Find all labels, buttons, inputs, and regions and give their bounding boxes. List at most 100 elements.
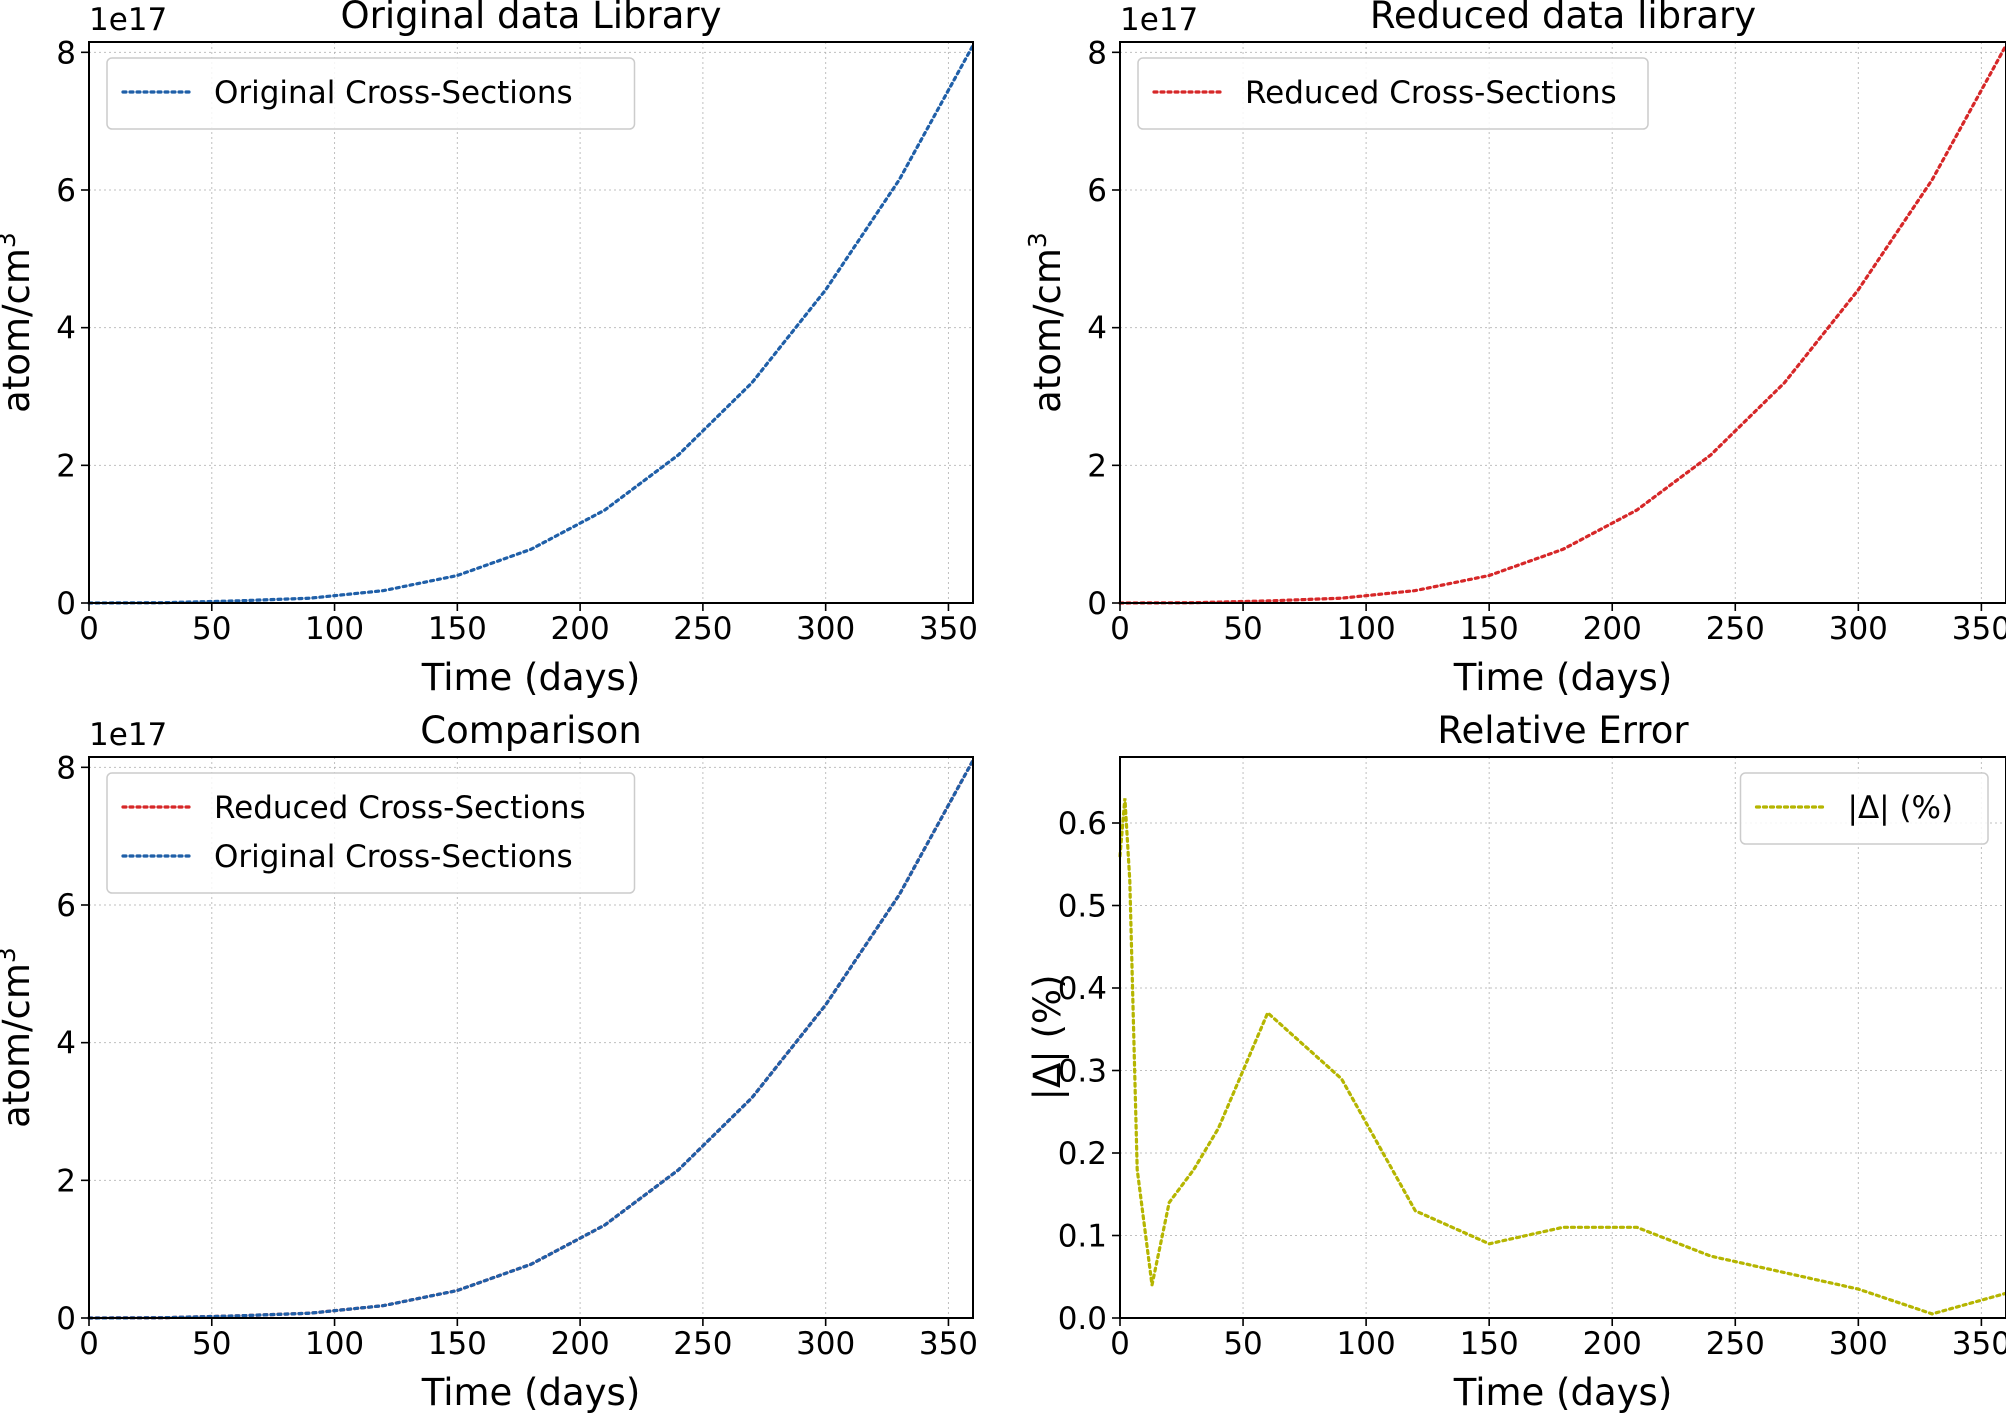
y-axis-label-text: atom/cm xyxy=(1026,248,1069,413)
y-axis-label-text: |Δ| (%) xyxy=(1026,974,1069,1100)
x-tick-label: 150 xyxy=(428,1326,487,1362)
y-tick-label: 0.2 xyxy=(1058,1136,1107,1172)
x-tick-label: 50 xyxy=(1223,611,1262,647)
legend-frame xyxy=(1137,57,1649,130)
y-tick-label: 0.0 xyxy=(1058,1301,1107,1337)
y-axis-label: atom/cm3 xyxy=(0,232,38,413)
y-tick-label: 0.6 xyxy=(1058,806,1107,842)
x-axis-label: Time (days) xyxy=(1453,1371,1673,1414)
y-tick-label: 0.3 xyxy=(1058,1054,1107,1090)
y-tick-label: 6 xyxy=(1087,173,1107,209)
x-tick-label: 50 xyxy=(192,611,231,647)
x-tick-label: 100 xyxy=(305,611,364,647)
x-tick-label: 200 xyxy=(1583,611,1642,647)
legend: Original Cross-Sections xyxy=(106,57,636,130)
x-tick-label: 300 xyxy=(796,1326,855,1362)
x-tick-label: 0 xyxy=(79,611,99,647)
y-tick-label: 0.1 xyxy=(1058,1219,1107,1255)
x-tick-label: 350 xyxy=(1952,611,2006,647)
y-tick-label: 0.5 xyxy=(1058,889,1107,925)
series-line-0 xyxy=(1118,798,2006,1316)
y-axis-label: atom/cm3 xyxy=(0,947,38,1128)
y-tick-label: 6 xyxy=(56,888,76,924)
x-tick-label: 300 xyxy=(1829,611,1888,647)
x-tick-label: 100 xyxy=(305,1326,364,1362)
plot-frame xyxy=(1119,756,2006,1319)
panel-reduced: 0 50 100 150 200 250 300 350 0 2 4 6 8 Reduced data l… xyxy=(1023,0,2006,699)
y-tick-label: 4 xyxy=(1087,311,1107,347)
y-tick-label: 0 xyxy=(56,586,76,622)
legend: Reduced Cross-Sections xyxy=(1137,57,1649,130)
x-tick-label: 0 xyxy=(1110,1326,1130,1362)
panel-relerr: 0 50 100 150 200 250 300 350 0.0 0.1 0.2 0.3 0.4 0.5 0… xyxy=(1026,709,2006,1414)
y-axis-label: |Δ| (%) xyxy=(1026,974,1069,1100)
x-tick-label: 100 xyxy=(1337,611,1396,647)
legend-label-1: Original Cross-Sections xyxy=(214,839,573,875)
x-tick-label: 250 xyxy=(673,611,732,647)
y-axis-label-text: atom/cm xyxy=(0,963,38,1128)
y-axis-offset-label: 1e17 xyxy=(89,2,167,38)
chart-title: Relative Error xyxy=(1437,709,1689,752)
y-tick-label: 4 xyxy=(56,311,76,347)
x-tick-label: 200 xyxy=(551,1326,610,1362)
x-tick-label: 150 xyxy=(1460,611,1519,647)
legend-label-0: |Δ| (%) xyxy=(1848,790,1954,826)
x-tick-label: 150 xyxy=(1460,1326,1519,1362)
y-axis-offset-label: 1e17 xyxy=(1120,2,1198,38)
chart-title: Original data Library xyxy=(340,0,721,37)
x-tick-label: 300 xyxy=(796,611,855,647)
y-tick-label: 0 xyxy=(1087,586,1107,622)
plot-frame xyxy=(1119,41,2006,604)
y-tick-label: 4 xyxy=(56,1026,76,1062)
x-tick-label: 150 xyxy=(428,611,487,647)
x-tick-label: 350 xyxy=(919,1326,978,1362)
y-tick-label: 2 xyxy=(56,448,76,484)
y-axis-offset-label: 1e17 xyxy=(89,717,167,753)
chart-title: Comparison xyxy=(420,709,642,752)
panel-comparison: 0 50 100 150 200 250 300 350 0 2 4 6 8 Comparison Time… xyxy=(0,709,978,1414)
x-tick-label: 100 xyxy=(1337,1326,1396,1362)
y-tick-label: 8 xyxy=(1087,35,1107,71)
x-axis-label: Time (days) xyxy=(1453,656,1673,699)
legend-label-0: Reduced Cross-Sections xyxy=(214,790,586,826)
x-tick-label: 250 xyxy=(673,1326,732,1362)
plot-frame xyxy=(88,41,974,604)
x-tick-label: 200 xyxy=(1583,1326,1642,1362)
y-tick-label: 6 xyxy=(56,173,76,209)
y-axis-label-superscript: 3 xyxy=(1023,232,1052,248)
chart-title: Reduced data library xyxy=(1370,0,1756,37)
x-tick-label: 50 xyxy=(1223,1326,1262,1362)
legend: Reduced Cross-Sections Original Cross-Sec… xyxy=(106,772,636,894)
x-tick-label: 0 xyxy=(79,1326,99,1362)
y-axis-label-superscript: 3 xyxy=(0,947,21,963)
panel-original: 0 50 100 150 200 250 300 350 0 2 4 6 8 Original data … xyxy=(0,0,978,699)
y-tick-label: 0 xyxy=(56,1301,76,1337)
legend-frame xyxy=(1739,772,1989,845)
series-line-1 xyxy=(87,758,975,1320)
x-tick-label: 350 xyxy=(919,611,978,647)
y-tick-label: 2 xyxy=(56,1163,76,1199)
x-tick-label: 350 xyxy=(1952,1326,2006,1362)
series-line-0 xyxy=(1118,43,2006,605)
x-axis-label: Time (days) xyxy=(421,1371,641,1414)
x-tick-label: 200 xyxy=(551,611,610,647)
x-tick-label: 0 xyxy=(1110,611,1130,647)
x-tick-label: 250 xyxy=(1706,611,1765,647)
y-axis-label-superscript: 3 xyxy=(0,232,21,248)
y-tick-label: 8 xyxy=(56,35,76,71)
legend-frame xyxy=(106,772,636,894)
y-tick-label: 2 xyxy=(1087,448,1107,484)
plot-frame xyxy=(88,756,974,1319)
legend-label-0: Reduced Cross-Sections xyxy=(1245,75,1617,111)
series-line-0 xyxy=(87,43,975,605)
x-tick-label: 50 xyxy=(192,1326,231,1362)
legend-frame xyxy=(106,57,636,130)
x-axis-label: Time (days) xyxy=(421,656,641,699)
legend: |Δ| (%) xyxy=(1739,772,1989,845)
x-tick-label: 250 xyxy=(1706,1326,1765,1362)
legend-label-0: Original Cross-Sections xyxy=(214,75,573,111)
y-tick-label: 8 xyxy=(56,750,76,786)
y-tick-label: 0.4 xyxy=(1058,971,1107,1007)
y-axis-label-text: atom/cm xyxy=(0,248,38,413)
